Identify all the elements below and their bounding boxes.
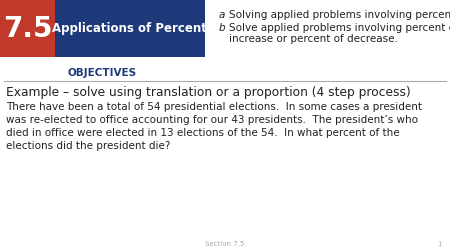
Text: b: b bbox=[219, 23, 225, 33]
Text: died in office were elected in 13 elections of the 54.  In what percent of the: died in office were elected in 13 electi… bbox=[6, 127, 400, 137]
Text: There have been a total of 54 presidential elections.  In some cases a president: There have been a total of 54 presidenti… bbox=[6, 101, 422, 111]
Text: Example – solve using translation or a proportion (4 step process): Example – solve using translation or a p… bbox=[6, 85, 411, 98]
Text: elections did the president die?: elections did the president die? bbox=[6, 140, 171, 150]
Text: 7.5: 7.5 bbox=[3, 15, 52, 43]
Bar bbox=[0, 0, 55, 57]
Text: Section 7.5: Section 7.5 bbox=[205, 240, 245, 246]
Text: a: a bbox=[219, 10, 225, 20]
Text: OBJECTIVES: OBJECTIVES bbox=[68, 68, 137, 77]
Text: Solve applied problems involving percent of: Solve applied problems involving percent… bbox=[229, 23, 450, 33]
Bar bbox=[55, 0, 205, 57]
Text: increase or percent of decrease.: increase or percent of decrease. bbox=[229, 34, 398, 44]
Text: Applications of Percent: Applications of Percent bbox=[52, 22, 207, 35]
Text: Solving applied problems involving percent.: Solving applied problems involving perce… bbox=[229, 10, 450, 20]
Text: 1: 1 bbox=[437, 240, 442, 246]
Text: was re-elected to office accounting for our 43 presidents.  The president’s who: was re-elected to office accounting for … bbox=[6, 114, 418, 124]
